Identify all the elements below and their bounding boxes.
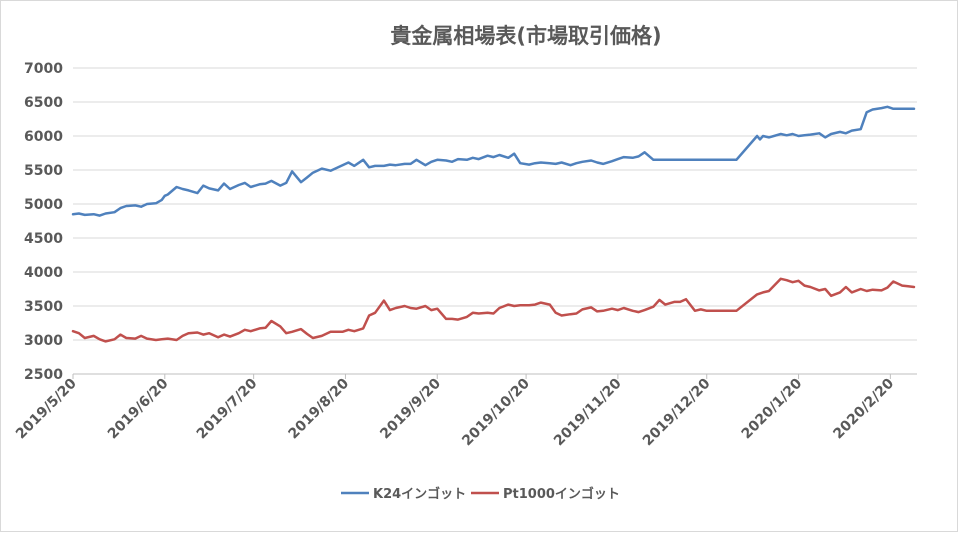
legend-label: K24インゴット [373, 486, 466, 502]
y-tick-label: 5500 [24, 163, 63, 179]
y-tick-label: 4000 [24, 265, 63, 281]
y-tick-label: 4500 [24, 231, 63, 247]
x-tick-label: 2019/5/20 [13, 375, 80, 442]
chart-title: 貴金属相場表(市場取引価格) [390, 24, 661, 48]
x-tick-label: 2019/11/20 [551, 375, 625, 449]
x-axis: 2019/5/20 2019/6/20 2019/7/20 2019/8/20 2019… [13, 373, 917, 449]
series-line-0 [71, 105, 916, 217]
y-tick-label: 6000 [24, 129, 63, 145]
y-axis-tick-labels: 2500 3000 3500 4000 4500 5000 5500 6000 6500 7000 [24, 61, 63, 383]
x-tick-label: 2019/10/20 [459, 375, 533, 449]
y-tick-label: 5000 [24, 197, 63, 213]
y-tick-label: 2500 [24, 367, 63, 383]
y-tick-label: 7000 [24, 61, 63, 77]
x-tick-label: 2019/9/20 [377, 375, 444, 442]
y-tick-label: 6500 [24, 95, 63, 111]
x-tick-label: 2019/7/20 [194, 375, 261, 442]
x-tick-label: 2020/2/20 [830, 375, 897, 442]
gridlines [73, 67, 917, 341]
legend: K24インゴット Pt1000インゴット [341, 486, 620, 502]
x-tick-label: 2019/8/20 [286, 375, 353, 442]
legend-label: Pt1000インゴット [503, 486, 620, 502]
y-tick-label: 3500 [24, 299, 63, 315]
y-tick-label: 3000 [24, 333, 63, 349]
series-lines [71, 105, 916, 343]
x-tick-label: 2019/12/20 [640, 375, 714, 449]
x-tick-label: 2020/1/20 [739, 375, 806, 442]
x-tick-label: 2019/6/20 [105, 375, 172, 442]
series-line-1 [71, 277, 916, 343]
